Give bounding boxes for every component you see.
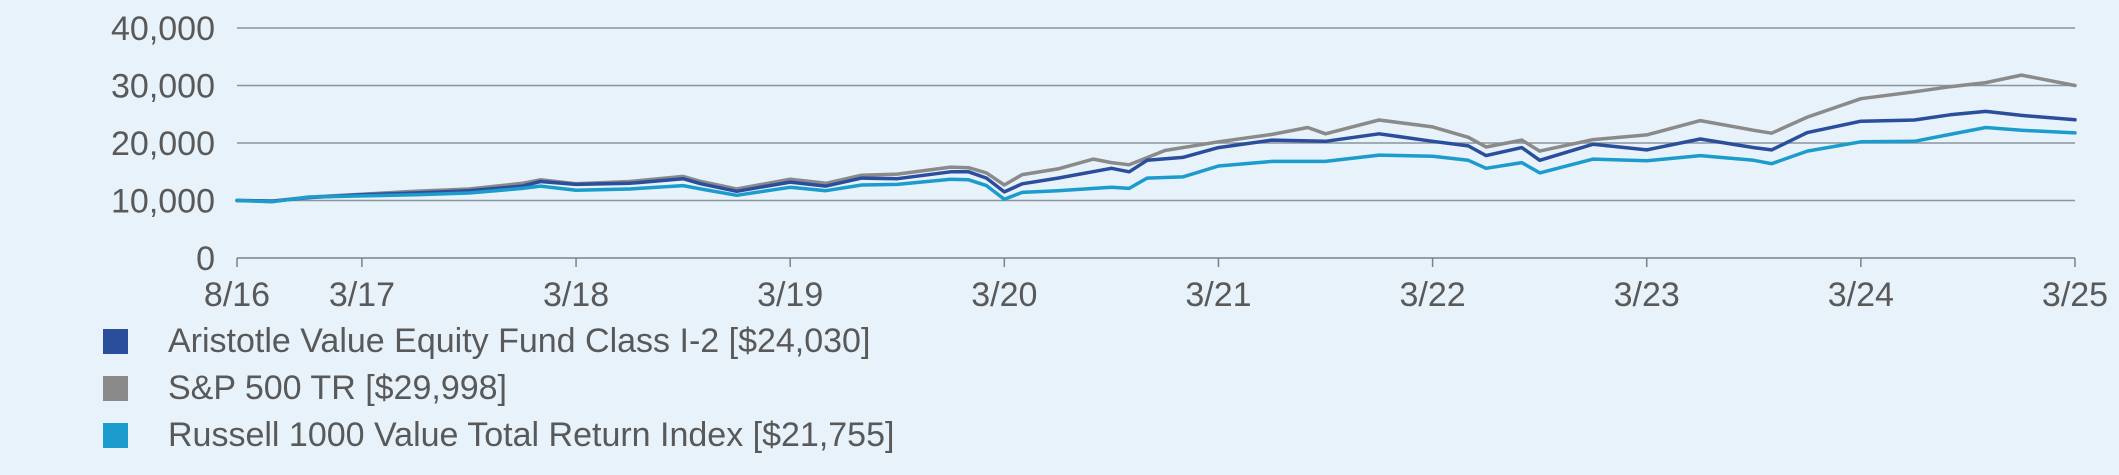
y-tick-label: 0 — [196, 240, 215, 278]
gridlines — [237, 27, 2075, 202]
y-tick-label: 10,000 — [111, 183, 215, 221]
legend-label-fund: Aristotle Value Equity Fund Class I-2 [$… — [168, 322, 871, 360]
series-line-russell — [235, 125, 2077, 204]
legend-swatch-fund — [103, 329, 128, 354]
legend-label-russell: Russell 1000 Value Total Return Index [$… — [168, 416, 895, 454]
x-tick-label: 3/23 — [1614, 276, 1680, 314]
line-chart: 0 10,000 20,000 30,000 40,000 8/16 3/17 3/18 3/… — [111, 10, 2108, 314]
y-tick-label: 30,000 — [111, 68, 215, 106]
y-tick-label: 20,000 — [111, 125, 215, 163]
legend-swatch-sp500 — [103, 376, 128, 401]
y-tick-label: 40,000 — [111, 10, 215, 48]
legend: Aristotle Value Equity Fund Class I-2 [$… — [103, 318, 894, 459]
series-line-fund — [235, 109, 2077, 203]
x-tick-label: 3/22 — [1399, 276, 1465, 314]
x-tick-label: 3/20 — [971, 276, 1037, 314]
x-tick-label: 3/21 — [1185, 276, 1251, 314]
x-tick-label: 3/19 — [757, 276, 823, 314]
legend-label-sp500: S&P 500 TR [$29,998] — [168, 369, 507, 407]
series-lines — [235, 73, 2077, 204]
legend-item-fund: Aristotle Value Equity Fund Class I-2 [$… — [103, 318, 894, 365]
legend-swatch-russell — [103, 423, 128, 448]
x-tick-label: 8/16 — [204, 276, 270, 314]
legend-item-russell: Russell 1000 Value Total Return Index [$… — [103, 412, 894, 459]
x-tick-label: 3/24 — [1828, 276, 1894, 314]
x-tick-label: 3/18 — [543, 276, 609, 314]
legend-item-sp500: S&P 500 TR [$29,998] — [103, 365, 894, 412]
x-axis: 8/16 3/17 3/18 3/19 3/20 3/21 3/22 3/23 3/24 3/25 — [204, 257, 2108, 314]
x-tick-label: 3/17 — [329, 276, 395, 314]
x-tick-label: 3/25 — [2042, 276, 2108, 314]
y-axis-ticks: 0 10,000 20,000 30,000 40,000 — [111, 10, 215, 278]
